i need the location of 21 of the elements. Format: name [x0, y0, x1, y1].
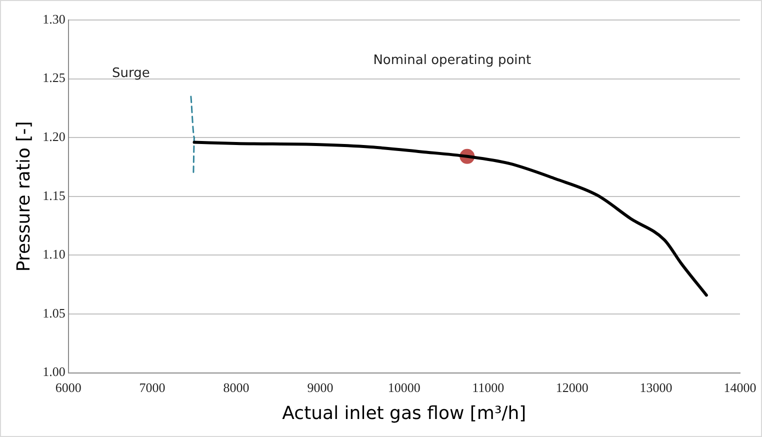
x-tick-label: 11000 — [472, 380, 504, 396]
y-tick-label: 1.30 — [42, 11, 66, 26]
x-tick-label: 12000 — [556, 380, 588, 396]
x-tick-label: 7000 — [139, 380, 166, 396]
y-tick-label: 1.10 — [42, 246, 66, 262]
y-tick-label: 1.05 — [42, 305, 66, 320]
x-axis-title: Actual inlet gas flow [m³/h] — [282, 402, 526, 424]
y-axis-title: Pressure ratio [-] — [13, 121, 34, 272]
x-tick-label: 14000 — [724, 380, 756, 396]
y-tick-label: 1.15 — [42, 188, 66, 203]
y-tick-label: 1.00 — [42, 364, 66, 380]
y-tick-label: 1.20 — [42, 129, 66, 144]
x-tick-label: 10000 — [388, 380, 420, 396]
x-tick-label: 8000 — [223, 380, 250, 396]
annotation: Surge — [112, 66, 150, 81]
line-series — [192, 140, 708, 297]
x-tick-label: 9000 — [307, 380, 334, 396]
x-tick-label: 6000 — [55, 380, 82, 396]
annotation: Nominal operating point — [373, 52, 532, 68]
x-tick-label: 13000 — [640, 380, 672, 396]
y-tick-label: 1.25 — [42, 70, 66, 86]
